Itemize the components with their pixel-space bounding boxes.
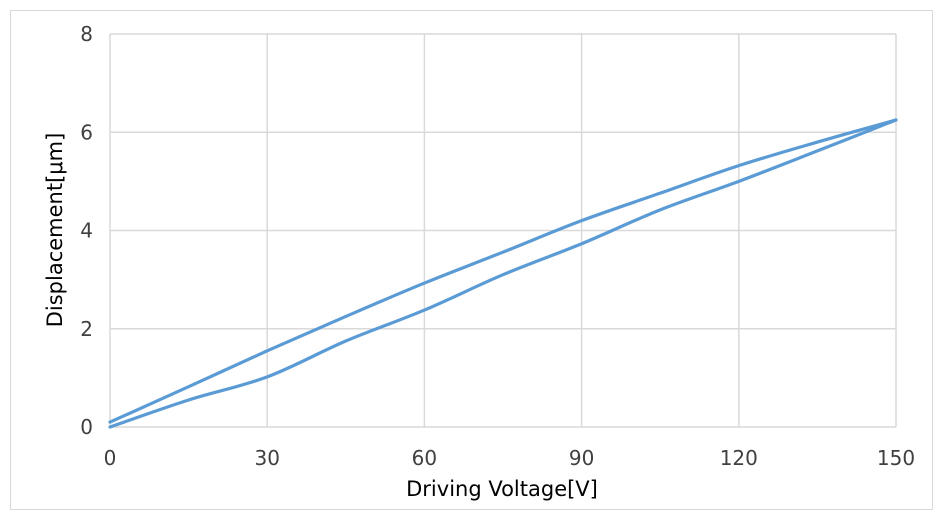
y-tick-label: 6: [80, 120, 93, 144]
y-tick-label: 0: [80, 415, 93, 439]
x-tick-label: 30: [254, 446, 279, 470]
x-tick-label: 60: [412, 446, 437, 470]
x-tick-label: 90: [569, 446, 594, 470]
series-line-lower: [108, 118, 898, 429]
y-tick-label: 4: [80, 219, 93, 243]
x-tick-label: 150: [877, 446, 915, 470]
x-tick-label: 120: [720, 446, 758, 470]
x-tick-labels: 0 30 60 90 120 150: [104, 446, 915, 470]
y-tick-label: 2: [80, 317, 93, 341]
x-axis-title: Driving Voltage[V]: [406, 477, 598, 501]
y-tick-labels: 0 2 4 6 8: [80, 22, 93, 439]
y-axis-title: Displacement[μm]: [43, 133, 67, 328]
series-line-upper: [108, 118, 898, 424]
gridlines: [109, 33, 897, 428]
series-lines: [108, 118, 898, 429]
y-tick-label: 8: [80, 22, 93, 46]
x-tick-label: 0: [104, 446, 117, 470]
